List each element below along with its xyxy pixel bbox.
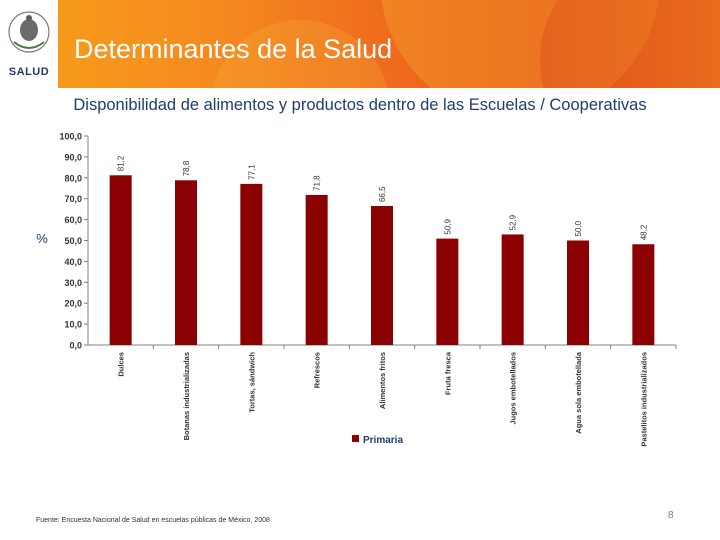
bar	[501, 234, 524, 345]
page-number: 8	[668, 510, 674, 521]
data-label: 50,9	[443, 218, 452, 234]
data-label: 50,0	[574, 220, 583, 236]
x-tick-label: Botanas industrializadas	[182, 352, 191, 440]
bar	[109, 175, 132, 345]
x-tick-label: Fruta fresca	[443, 351, 452, 395]
logo: SALUD	[0, 0, 58, 88]
y-tick-label: 40,0	[64, 257, 82, 267]
data-label: 52,9	[509, 214, 518, 230]
x-tick-label: Jugos embotellados	[509, 352, 518, 425]
x-tick-label: Agua sola embotellada	[574, 351, 583, 434]
y-tick-label: 0,0	[69, 341, 82, 351]
bar	[175, 180, 197, 345]
legend-swatch	[352, 435, 359, 442]
bar	[567, 240, 589, 345]
y-tick-label: 10,0	[64, 320, 82, 330]
y-axis-label: %	[36, 231, 48, 246]
y-tick-label: 70,0	[64, 194, 82, 204]
x-tick-label: Refrescos	[313, 352, 322, 388]
x-tick-label: Alimentos fritos	[378, 352, 387, 409]
y-tick-label: 50,0	[64, 236, 82, 246]
y-tick-label: 80,0	[64, 173, 82, 183]
y-tick-label: 90,0	[64, 152, 82, 162]
y-tick-label: 100,0	[59, 132, 82, 142]
bar	[632, 244, 655, 345]
bar	[371, 206, 393, 345]
data-label: 77,1	[247, 164, 256, 180]
page-title: Determinantes de la Salud	[74, 34, 393, 64]
logo-label: SALUD	[8, 66, 50, 78]
bar	[305, 194, 328, 345]
coat-of-arms-icon	[8, 11, 50, 53]
data-label: 78,8	[182, 160, 191, 176]
chart-subtitle: Disponibilidad de alimentos y productos …	[73, 96, 647, 114]
bar	[240, 183, 263, 345]
x-tick-label: Tortas, sándwich	[247, 352, 256, 413]
data-label: 66,5	[378, 186, 387, 202]
y-tick-label: 20,0	[64, 299, 82, 309]
data-label: 71,8	[313, 175, 322, 191]
legend-label: Primaria	[363, 435, 403, 446]
y-tick-label: 60,0	[64, 215, 82, 225]
header-banner: SALUD Determinantes de la Salud	[0, 0, 720, 88]
x-tick-label: Pastelitos industrializados	[639, 352, 648, 447]
source-note: Fuente: Encuesta Nacional de Salud en es…	[36, 517, 270, 524]
bar	[436, 238, 459, 345]
y-tick-label: 30,0	[64, 278, 82, 288]
data-label: 81,2	[117, 155, 126, 171]
data-label: 48,2	[639, 224, 648, 240]
header-decoration	[212, 0, 720, 88]
x-tick-label: Dulces	[117, 352, 126, 377]
